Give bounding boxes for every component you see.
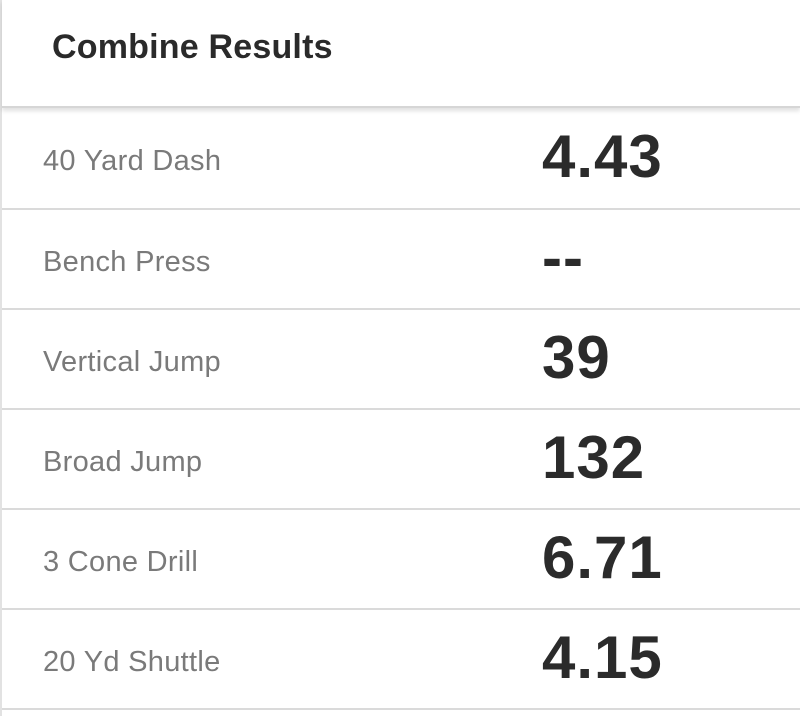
- card-header: Combine Results: [2, 0, 800, 108]
- result-row-20-yd-shuttle: 20 Yd Shuttle 4.15: [2, 610, 800, 710]
- result-row-vertical-jump: Vertical Jump 39: [2, 310, 800, 410]
- result-value: 39: [542, 324, 611, 392]
- result-row-3-cone-drill: 3 Cone Drill 6.71: [2, 510, 800, 610]
- result-label: 40 Yard Dash: [43, 144, 222, 177]
- result-row-broad-jump: Broad Jump 132: [2, 410, 800, 510]
- result-label: Bench Press: [43, 245, 211, 278]
- results-list: 40 Yard Dash 4.43 Bench Press -- Vertica…: [2, 108, 800, 710]
- result-value: --: [542, 224, 584, 292]
- result-value: 132: [542, 424, 646, 492]
- result-label: 20 Yd Shuttle: [43, 645, 221, 678]
- result-value: 4.15: [542, 624, 663, 692]
- result-value: 6.71: [542, 524, 663, 592]
- result-value: 4.43: [542, 123, 663, 191]
- result-row-bench-press: Bench Press --: [2, 210, 800, 310]
- result-label: Vertical Jump: [43, 345, 221, 378]
- card-title: Combine Results: [52, 27, 333, 66]
- result-label: 3 Cone Drill: [43, 545, 199, 578]
- result-label: Broad Jump: [43, 445, 203, 478]
- result-row-40-yard-dash: 40 Yard Dash 4.43: [2, 108, 800, 210]
